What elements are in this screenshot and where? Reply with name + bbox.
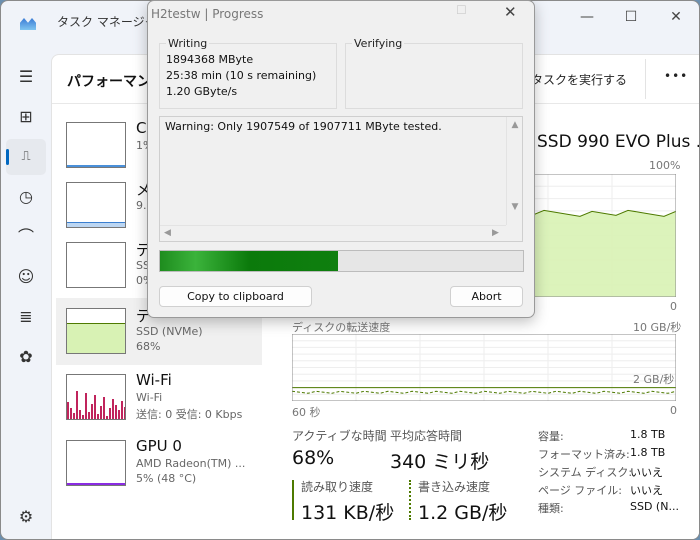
dialog-maximize-button: ☐ [456, 3, 467, 17]
writing-label: Writing [168, 37, 208, 50]
property-value: いいえ [630, 484, 663, 497]
item-detail: 送信: 0 受信: 0 Kbps [136, 408, 243, 421]
divider [645, 59, 646, 99]
startup-apps-icon[interactable]: ⌒ [17, 227, 34, 246]
written-amount: 1894368 MByte [166, 53, 254, 66]
app-history-icon[interactable]: ◷ [19, 187, 33, 206]
progress-fill [160, 251, 338, 271]
verifying-group: Verifying [345, 37, 523, 109]
warning-text: Warning: Only 1907549 of 1907711 MByte t… [165, 120, 442, 133]
read-speed-label: 読み取り速度 [301, 480, 374, 494]
avg-response-value: 340 ミリ秒 [390, 451, 490, 473]
thumbnail-graph [66, 374, 126, 420]
maximize-button[interactable]: ☐ [624, 9, 638, 25]
property-label: システム ディスク: [538, 466, 633, 479]
close-button[interactable]: ✕ [670, 9, 682, 25]
item-subtitle: AMD Radeon(TM) ... [136, 457, 246, 470]
property-value: SSD (N... [630, 500, 679, 513]
property-label: ページ ファイル: [538, 484, 622, 497]
settings-gear-icon[interactable]: ⚙ [18, 507, 34, 526]
copy-to-clipboard-button[interactable]: Copy to clipboard [159, 286, 312, 307]
thumbnail-graph [66, 308, 126, 354]
property-value: いいえ [630, 466, 663, 479]
scroll-down-icon[interactable]: ▼ [511, 202, 519, 212]
horizontal-scrollbar[interactable]: ◀ ▶ [160, 225, 506, 242]
app-logo-icon [20, 18, 36, 30]
chart2-label: ディスクの転送速度 [292, 321, 391, 334]
read-speed-value: 131 KB/秒 [301, 502, 395, 524]
item-name: GPU 0 [136, 437, 182, 455]
write-legend-line [409, 480, 411, 520]
scroll-up-icon[interactable]: ▲ [511, 120, 519, 130]
active-time-value: 68% [292, 447, 335, 469]
item-name: Wi-Fi [136, 371, 172, 389]
write-speed-value: 1.2 GB/秒 [418, 502, 508, 524]
write-speed: 1.20 GByte/s [166, 85, 238, 98]
vertical-scrollbar[interactable]: ▲ ▼ [506, 117, 523, 225]
item-detail: 68% [136, 340, 161, 353]
performance-icon: ⎍ [21, 149, 31, 164]
property-label: 容量: [538, 430, 564, 443]
disk-model-title: SSD 990 EVO Plus ... [537, 132, 700, 152]
chart2-time: 60 秒 [292, 406, 321, 419]
elapsed-time: 25:38 min (10 s remaining) [166, 69, 317, 82]
property-label: フォーマット済み: [538, 448, 630, 461]
thumbnail-graph [66, 242, 126, 288]
chart2-max: 10 GB/秒 [633, 321, 682, 334]
property-value: 1.8 TB [630, 446, 666, 459]
verifying-label: Verifying [354, 37, 403, 50]
item-subtitle: Wi-Fi [136, 391, 163, 404]
progress-bar [159, 250, 524, 272]
processes-icon[interactable]: ⊞ [19, 107, 33, 126]
page-title: パフォーマンス [67, 74, 165, 90]
write-speed-label: 書き込み速度 [418, 480, 491, 494]
scroll-right-icon[interactable]: ▶ [492, 228, 499, 238]
item-detail: 5% (48 °C) [136, 472, 197, 485]
h2testw-progress-dialog: H2testw | Progress ☐ ✕ Writing 1894368 M… [147, 0, 535, 318]
item-name: C [136, 119, 147, 137]
hamburger-menu-icon[interactable]: ☰ [18, 67, 34, 86]
thumbnail-graph [66, 182, 126, 228]
avg-response-label: 平均応答時間 [390, 429, 463, 443]
active-time-label: アクティブな時間 [292, 429, 387, 443]
dialog-close-button[interactable]: ✕ [504, 3, 517, 21]
more-options-button[interactable]: ••• [664, 69, 689, 83]
sidebar-item-performance[interactable]: ⎍ [6, 139, 46, 175]
transfer-rate-chart [292, 334, 676, 401]
property-value: 1.8 TB [630, 428, 666, 441]
item-subtitle: SSD (NVMe) [136, 325, 203, 338]
chart1-max: 100% [649, 159, 681, 172]
users-icon[interactable]: ☺ [17, 267, 35, 286]
active-indicator [6, 149, 9, 165]
chart1-min: 0 [670, 300, 677, 313]
chart2-mid: 2 GB/秒 [633, 373, 675, 386]
window-title: タスク マネージャー [57, 15, 168, 29]
scroll-left-icon[interactable]: ◀ [164, 228, 171, 238]
read-legend-line [292, 480, 294, 520]
services-icon[interactable]: ✿ [19, 347, 33, 366]
details-icon[interactable]: ≣ [19, 307, 33, 326]
item-subtitle: SS [136, 259, 150, 272]
minimize-button[interactable]: — [580, 9, 594, 25]
dialog-title: H2testw | Progress [151, 7, 264, 21]
chart2-min: 0 [670, 404, 677, 417]
log-textarea[interactable]: Warning: Only 1907549 of 1907711 MByte t… [159, 116, 523, 242]
run-new-task-button[interactable]: しいタスクを実行する [507, 73, 628, 87]
thumbnail-graph [66, 440, 126, 486]
writing-group: Writing 1894368 MByte 25:38 min (10 s re… [159, 37, 337, 109]
property-label: 種類: [538, 502, 564, 515]
thumbnail-graph [66, 122, 126, 168]
abort-button[interactable]: Abort [450, 286, 523, 307]
